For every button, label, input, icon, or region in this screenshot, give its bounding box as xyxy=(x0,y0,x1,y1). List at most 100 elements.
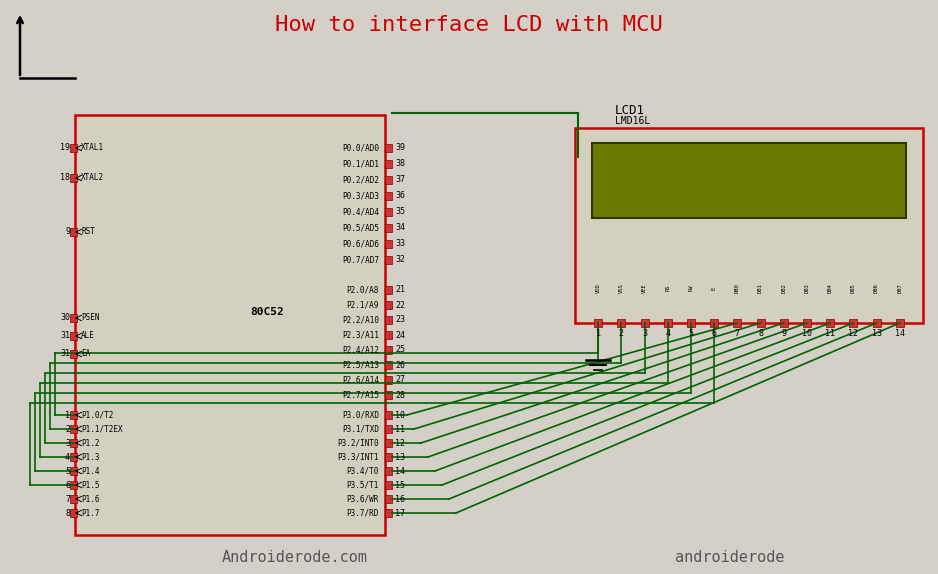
Text: P3.0/RXD: P3.0/RXD xyxy=(342,410,379,420)
Text: 14: 14 xyxy=(895,329,905,339)
Bar xyxy=(70,439,77,447)
Text: 3: 3 xyxy=(65,439,70,448)
Bar xyxy=(385,425,392,433)
Text: LMD16L: LMD16L xyxy=(615,116,650,126)
Bar xyxy=(385,160,392,168)
Bar xyxy=(75,115,385,535)
Text: 27: 27 xyxy=(395,375,405,385)
Text: LCD1: LCD1 xyxy=(615,103,645,117)
Bar xyxy=(575,128,923,323)
Text: VSS: VSS xyxy=(619,283,624,293)
Text: 8: 8 xyxy=(65,509,70,518)
Text: VDD: VDD xyxy=(596,283,600,293)
Text: 21: 21 xyxy=(395,285,405,294)
Bar xyxy=(385,240,392,248)
Text: 33: 33 xyxy=(395,239,405,249)
Text: 13: 13 xyxy=(395,452,405,461)
Bar xyxy=(385,144,392,152)
Bar xyxy=(385,286,392,294)
Bar xyxy=(70,411,77,419)
Text: P3.4/T0: P3.4/T0 xyxy=(347,467,379,475)
Text: 12: 12 xyxy=(848,329,858,339)
Text: 35: 35 xyxy=(395,207,405,216)
Text: 16: 16 xyxy=(395,494,405,503)
Text: 23: 23 xyxy=(395,316,405,324)
Bar xyxy=(70,314,77,322)
Text: 9: 9 xyxy=(65,227,70,236)
Text: P0.5/AD5: P0.5/AD5 xyxy=(342,223,379,232)
Text: P2.7/A15: P2.7/A15 xyxy=(342,390,379,400)
Bar xyxy=(385,376,392,384)
Bar xyxy=(594,319,602,327)
Bar xyxy=(385,192,392,200)
Text: P0.7/AD7: P0.7/AD7 xyxy=(342,255,379,265)
Text: 1: 1 xyxy=(596,329,600,339)
Bar xyxy=(70,467,77,475)
Text: P3.5/T1: P3.5/T1 xyxy=(347,480,379,490)
Bar xyxy=(687,319,695,327)
Text: 4: 4 xyxy=(65,452,70,461)
Text: RST: RST xyxy=(81,227,95,236)
Bar xyxy=(757,319,764,327)
Text: P1.7: P1.7 xyxy=(81,509,99,518)
Text: RW: RW xyxy=(688,285,693,291)
Text: P3.2/INT0: P3.2/INT0 xyxy=(338,439,379,448)
Text: XTAL2: XTAL2 xyxy=(81,173,104,183)
Bar xyxy=(872,319,881,327)
Bar xyxy=(826,319,834,327)
Bar xyxy=(896,319,904,327)
Bar xyxy=(385,256,392,264)
Bar xyxy=(70,144,77,152)
Text: P0.1/AD1: P0.1/AD1 xyxy=(342,160,379,169)
Text: P1.6: P1.6 xyxy=(81,494,99,503)
Bar xyxy=(385,301,392,309)
Text: 80C52: 80C52 xyxy=(250,308,284,317)
Text: 19: 19 xyxy=(60,144,70,153)
Text: 5: 5 xyxy=(688,329,693,339)
Text: VEE: VEE xyxy=(643,283,647,293)
Text: 6: 6 xyxy=(65,480,70,490)
Text: DB7: DB7 xyxy=(898,283,902,293)
Text: 28: 28 xyxy=(395,390,405,400)
Text: P2.6/A14: P2.6/A14 xyxy=(342,375,379,385)
Text: 2: 2 xyxy=(619,329,624,339)
Bar xyxy=(385,361,392,369)
Bar xyxy=(385,316,392,324)
Bar xyxy=(385,391,392,399)
Text: 15: 15 xyxy=(395,480,405,490)
Text: 14: 14 xyxy=(395,467,405,475)
Bar xyxy=(385,176,392,184)
Bar xyxy=(385,495,392,503)
Text: 24: 24 xyxy=(395,331,405,339)
Text: 7: 7 xyxy=(65,494,70,503)
Text: P2.2/A10: P2.2/A10 xyxy=(342,316,379,324)
Text: Androiderode.com: Androiderode.com xyxy=(222,550,368,565)
Text: P1.4: P1.4 xyxy=(81,467,99,475)
Text: 38: 38 xyxy=(395,160,405,169)
Text: P3.1/TXD: P3.1/TXD xyxy=(342,425,379,433)
Text: P0.2/AD2: P0.2/AD2 xyxy=(342,176,379,184)
Text: P3.7/RD: P3.7/RD xyxy=(347,509,379,518)
Bar xyxy=(385,439,392,447)
Text: 26: 26 xyxy=(395,360,405,370)
Text: 8: 8 xyxy=(758,329,764,339)
Text: EA: EA xyxy=(81,350,90,359)
Text: DB2: DB2 xyxy=(781,283,786,293)
Text: 3: 3 xyxy=(643,329,647,339)
Text: DB4: DB4 xyxy=(827,283,833,293)
Bar xyxy=(70,495,77,503)
Text: P2.3/A11: P2.3/A11 xyxy=(342,331,379,339)
Bar xyxy=(385,481,392,489)
Text: 6: 6 xyxy=(712,329,717,339)
Text: 10: 10 xyxy=(395,410,405,420)
Text: P1.3: P1.3 xyxy=(81,452,99,461)
Text: P3.3/INT1: P3.3/INT1 xyxy=(338,452,379,461)
Text: P0.3/AD3: P0.3/AD3 xyxy=(342,192,379,200)
Bar xyxy=(850,319,857,327)
Bar xyxy=(70,481,77,489)
Bar xyxy=(385,453,392,461)
Text: DB3: DB3 xyxy=(805,283,809,293)
Text: PSEN: PSEN xyxy=(81,313,99,323)
Text: 9: 9 xyxy=(781,329,786,339)
Text: 1: 1 xyxy=(65,410,70,420)
